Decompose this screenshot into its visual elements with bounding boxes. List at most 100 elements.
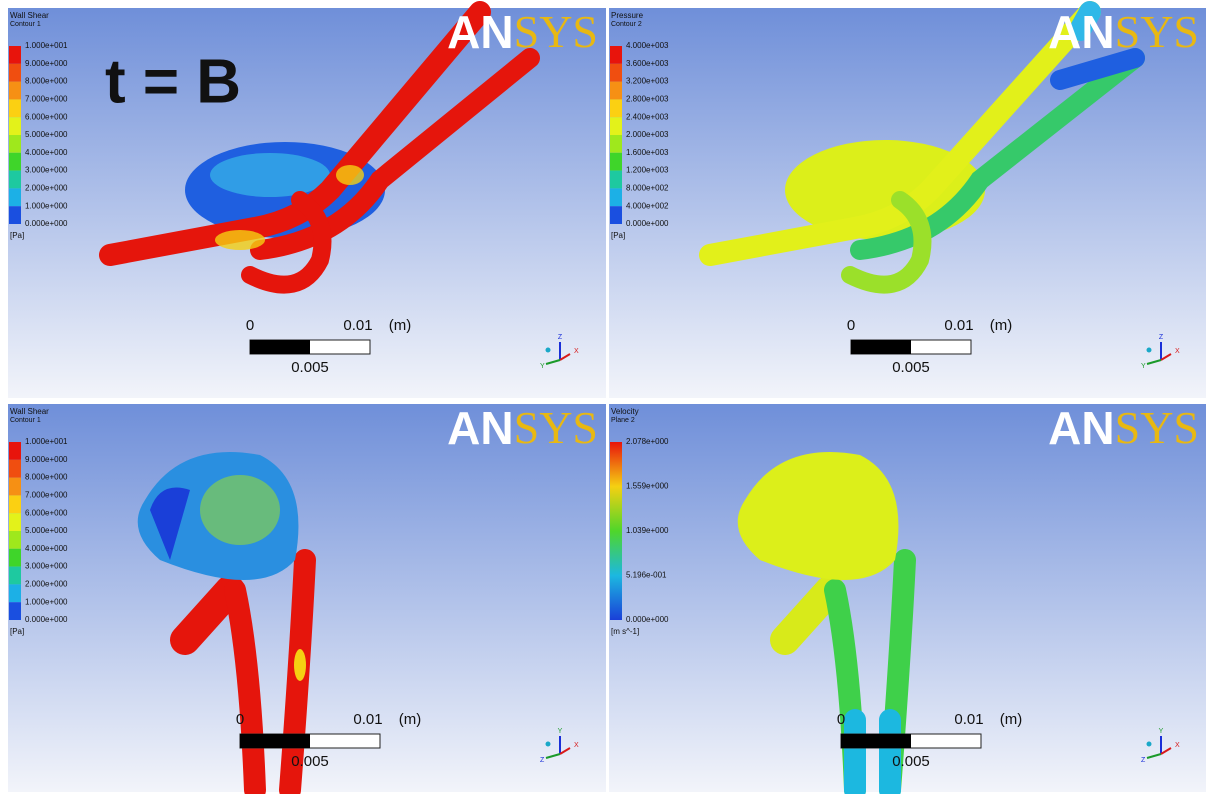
axis-label: Y [1141,363,1146,370]
legend-label: 1.000e+000 [25,201,68,210]
color-band [610,64,622,82]
color-band [610,135,622,153]
axis-label: Y [1159,728,1164,735]
color-band [9,460,21,478]
logo: ANSYS [447,402,598,455]
color-band [9,99,21,117]
logo-part: AN [1048,6,1114,58]
legend-label: 8.000e+000 [25,473,68,482]
legend-label: 2.078e+000 [626,437,669,446]
legend-title: Wall Shear [10,11,49,20]
legend-label: 0.000e+000 [25,615,68,624]
scale-bar-fill [250,340,310,354]
color-band [9,206,21,224]
axis-origin [546,348,551,353]
axis-label: Z [558,334,563,341]
axis-label: Z [1159,334,1164,341]
scale-label: 0.01 [353,711,382,728]
scale-unit: (m) [1000,711,1023,728]
logo-part: AN [447,6,513,58]
scale-label: 0.01 [944,317,973,334]
legend-label: 4.000e+002 [626,201,669,210]
legend-label: 4.000e+000 [25,148,68,157]
legend-label: 3.000e+000 [25,166,68,175]
legend-label: 7.000e+000 [25,491,68,500]
logo-part: SYS [1115,402,1199,453]
legend-label: 1.200e+003 [626,166,669,175]
color-band [9,153,21,171]
scale-label: 0.005 [291,359,329,376]
color-band [610,46,622,64]
legend-label: 4.000e+003 [626,41,669,50]
legend-label: 1.559e+000 [626,482,669,491]
legend-label: 6.000e+000 [25,508,68,517]
scale-label: 0 [837,711,845,728]
logo: ANSYS [1048,402,1199,455]
legend-title: Velocity [611,407,639,416]
scale-label: 0 [246,317,254,334]
legend-subtitle: Contour 1 [10,21,41,28]
legend-label: 5.196e-001 [626,571,667,580]
legend-label: 1.000e+001 [25,437,68,446]
color-band [9,531,21,549]
scale-unit: (m) [389,317,412,334]
color-band [610,153,622,171]
legend-label: 1.000e+001 [25,41,68,50]
color-band [9,602,21,620]
legend-label: 1.000e+000 [25,597,68,606]
legend-label: 8.000e+000 [25,77,68,86]
axis-label: X [1175,742,1180,749]
color-band [9,549,21,567]
legend-label: 3.600e+003 [626,59,669,68]
color-band [610,171,622,189]
color-band [9,135,21,153]
legend-label: 2.400e+003 [626,112,669,121]
scale-unit: (m) [399,711,422,728]
legend-label: 9.000e+000 [25,455,68,464]
scale-label: 0 [847,317,855,334]
axis-label: X [574,348,579,355]
scale-label: 0 [236,711,244,728]
logo: ANSYS [1048,6,1199,59]
scale-label: 0.005 [892,753,930,770]
scale-label: 0.005 [892,359,930,376]
legend-label: 5.000e+000 [25,130,68,139]
axis-origin [1147,348,1152,353]
legend-unit: [Pa] [10,231,24,240]
legend-label: 2.000e+000 [25,580,68,589]
color-band [610,82,622,100]
logo-part: AN [1048,402,1114,454]
legend-label: 3.200e+003 [626,77,669,86]
color-band [610,117,622,135]
legend-label: 7.000e+000 [25,95,68,104]
color-band [9,188,21,206]
scale-label: 0.01 [343,317,372,334]
legend-label: 0.000e+000 [25,219,68,228]
axis-label: Y [558,728,563,735]
legend-label: 4.000e+000 [25,544,68,553]
legend-label: 6.000e+000 [25,112,68,121]
legend-subtitle: Plane 2 [611,417,635,424]
legend-label: 3.000e+000 [25,562,68,571]
axis-label: Y [540,363,545,370]
color-band [9,46,21,64]
legend-label: 2.800e+003 [626,95,669,104]
axis-origin [546,742,551,747]
color-band [9,442,21,460]
scale-label: 0.01 [954,711,983,728]
legend-label: 2.000e+003 [626,130,669,139]
legend-label: 9.000e+000 [25,59,68,68]
legend-subtitle: Contour 2 [611,21,642,28]
color-band [9,117,21,135]
logo-part: AN [447,402,513,454]
logo-part: SYS [514,6,598,57]
color-bar [610,442,622,620]
scale-bar-fill [851,340,911,354]
logo: ANSYS [447,6,598,59]
color-band [610,99,622,117]
legend-label: 1.039e+000 [626,526,669,535]
axis-label: Z [1141,757,1146,764]
color-band [9,478,21,496]
color-band [9,82,21,100]
time-annotation: t = B [105,47,241,116]
